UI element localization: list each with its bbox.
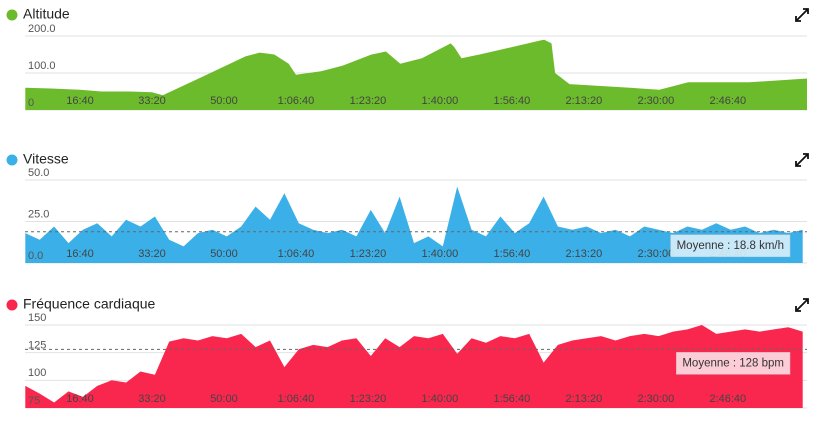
expand-arrows: [795, 153, 809, 167]
y-tick-label: 75: [28, 395, 40, 407]
legend-dot: [6, 9, 18, 21]
x-tick-label: 1:23:20: [350, 95, 387, 107]
legend-dot: [6, 299, 18, 311]
x-tick-label: 16:40: [66, 95, 94, 107]
x-tick-label: 1:23:20: [350, 248, 387, 260]
x-tick-label: 33:20: [138, 393, 166, 405]
legend-dot: [6, 154, 18, 166]
expand-icon[interactable]: [795, 298, 809, 312]
y-tick-label: 200.0: [28, 23, 56, 35]
y-tick-label: 0: [28, 97, 34, 109]
x-tick-label: 1:40:00: [422, 393, 459, 405]
y-tick-label: 25.0: [28, 208, 49, 220]
x-tick-label: 33:20: [138, 248, 166, 260]
area: [25, 325, 803, 408]
x-tick-label: 2:13:20: [566, 95, 603, 107]
x-tick-label: 50:00: [210, 393, 238, 405]
x-tick-label: 2:30:00: [637, 393, 674, 405]
panel-title: Altitude: [23, 6, 70, 22]
y-tick-label: 0.0: [28, 250, 43, 262]
y-tick-label: 125: [28, 340, 46, 352]
x-tick-label: 1:06:40: [278, 95, 315, 107]
x-tick-label: 50:00: [210, 95, 238, 107]
panel-title: Fréquence cardiaque: [23, 296, 156, 312]
x-tick-label: 2:46:40: [709, 393, 746, 405]
expand-arrows: [795, 8, 809, 22]
y-tick-label: 100: [28, 367, 46, 379]
x-tick-label: 1:23:20: [350, 393, 387, 405]
x-tick-label: 2:46:40: [709, 95, 746, 107]
annotation-box: [670, 234, 791, 258]
panel-title: Vitesse: [23, 151, 69, 167]
x-tick-label: 2:30:00: [637, 95, 674, 107]
x-tick-label: 1:06:40: [278, 248, 315, 260]
x-tick-label: 2:30:00: [637, 248, 674, 260]
x-tick-label: 1:40:00: [422, 248, 459, 260]
y-tick-label: 150: [28, 312, 46, 324]
x-tick-label: 33:20: [138, 95, 166, 107]
y-tick-label: 100.0: [28, 60, 56, 72]
x-tick-label: 50:00: [210, 248, 238, 260]
x-tick-label: 1:06:40: [278, 393, 315, 405]
expand-arrows: [795, 298, 809, 312]
expand-icon[interactable]: [795, 153, 809, 167]
x-tick-label: 16:40: [66, 248, 94, 260]
x-tick-label: 16:40: [66, 393, 94, 405]
y-tick-label: 50.0: [28, 167, 49, 179]
x-tick-label: 2:13:20: [566, 393, 603, 405]
x-tick-label: 2:13:20: [566, 248, 603, 260]
mean-annotation: Moyenne : 128 bpm: [682, 357, 784, 369]
area: [25, 39, 808, 111]
x-tick-label: 1:56:40: [494, 95, 531, 107]
x-tick-label: 1:40:00: [422, 95, 459, 107]
area: [25, 186, 803, 263]
mean-annotation: Moyenne : 18.8 km/h: [677, 240, 784, 252]
x-tick-label: 1:56:40: [494, 393, 531, 405]
expand-icon[interactable]: [795, 8, 809, 22]
x-tick-label: 1:56:40: [494, 248, 531, 260]
annotation-box: [676, 352, 791, 375]
